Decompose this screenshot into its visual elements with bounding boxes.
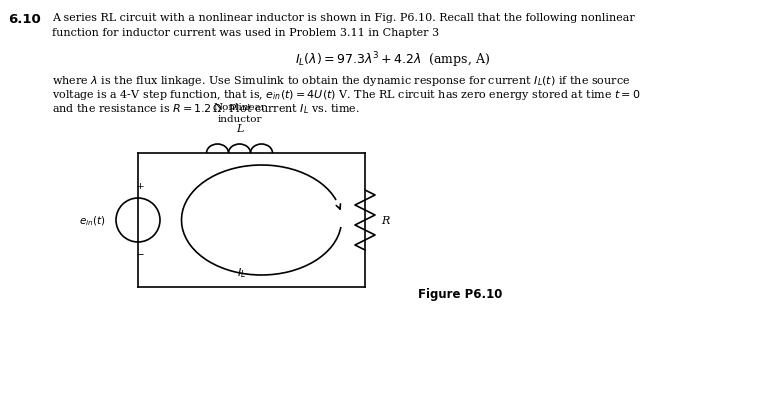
Text: where $\lambda$ is the flux linkage. Use Simulink to obtain the dynamic response: where $\lambda$ is the flux linkage. Use… [52, 74, 630, 88]
Text: $I_L(\lambda) = 97.3\lambda^3 + 4.2\lambda$  (amps, A): $I_L(\lambda) = 97.3\lambda^3 + 4.2\lamb… [295, 50, 489, 69]
Text: voltage is a 4-V step function, that is, $e_{in}(t) = 4U(t)$ V. The RL circuit h: voltage is a 4-V step function, that is,… [52, 88, 641, 102]
Text: function for inductor current was used in Problem 3.11 in Chapter 3: function for inductor current was used i… [52, 28, 439, 38]
Text: +: + [136, 181, 144, 190]
Text: inductor: inductor [217, 115, 262, 124]
Text: $I_L$: $I_L$ [237, 265, 246, 279]
Text: R: R [381, 215, 390, 226]
Text: Figure P6.10: Figure P6.10 [418, 287, 503, 300]
Text: and the resistance is $R = 1.2\,\Omega$. Plot current $I_L$ vs. time.: and the resistance is $R = 1.2\,\Omega$.… [52, 102, 360, 115]
Text: A series RL circuit with a nonlinear inductor is shown in Fig. P6.10. Recall tha: A series RL circuit with a nonlinear ind… [52, 13, 635, 23]
Text: Nonlinear: Nonlinear [213, 103, 266, 112]
Text: $-$: $-$ [135, 248, 145, 257]
Text: 6.10: 6.10 [8, 13, 41, 26]
Text: L: L [236, 124, 243, 134]
Text: $e_{in}(t)$: $e_{in}(t)$ [79, 214, 106, 227]
